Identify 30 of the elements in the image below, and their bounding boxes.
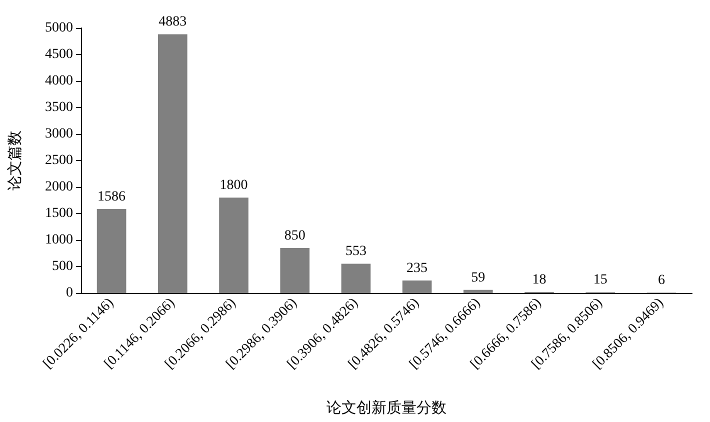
y-tick-label: 1500 <box>45 206 73 221</box>
y-tick-label: 4500 <box>45 47 73 62</box>
y-tick-label: 3500 <box>45 100 73 115</box>
data-label: 6 <box>658 273 665 288</box>
y-tick-label: 4000 <box>45 74 73 88</box>
bar <box>158 34 188 293</box>
y-tick-label: 2000 <box>45 180 73 194</box>
y-axis-title: 论文篇数 <box>6 130 24 190</box>
y-tick-label: 1000 <box>45 232 73 248</box>
data-label: 15 <box>593 272 608 288</box>
data-label: 850 <box>284 228 306 244</box>
y-tick-label: 500 <box>52 259 73 274</box>
bar <box>463 290 493 293</box>
y-tick-label: 0 <box>66 286 73 300</box>
x-axis-title: 论文创新质量分数 <box>326 400 446 416</box>
data-label: 1800 <box>220 178 248 194</box>
y-tick-label: 5000 <box>45 20 73 36</box>
y-tick-label: 2500 <box>45 153 73 168</box>
bar <box>341 264 371 293</box>
bar <box>280 248 310 293</box>
data-label: 4883 <box>158 14 187 30</box>
data-label: 1586 <box>98 189 126 204</box>
bar <box>96 208 126 293</box>
data-label: 553 <box>345 244 366 260</box>
bar <box>219 198 248 293</box>
bar <box>402 280 432 293</box>
data-label: 235 <box>406 261 428 276</box>
data-label: 59 <box>471 270 486 286</box>
data-label: 18 <box>532 272 546 288</box>
y-tick-label: 3000 <box>45 126 73 142</box>
